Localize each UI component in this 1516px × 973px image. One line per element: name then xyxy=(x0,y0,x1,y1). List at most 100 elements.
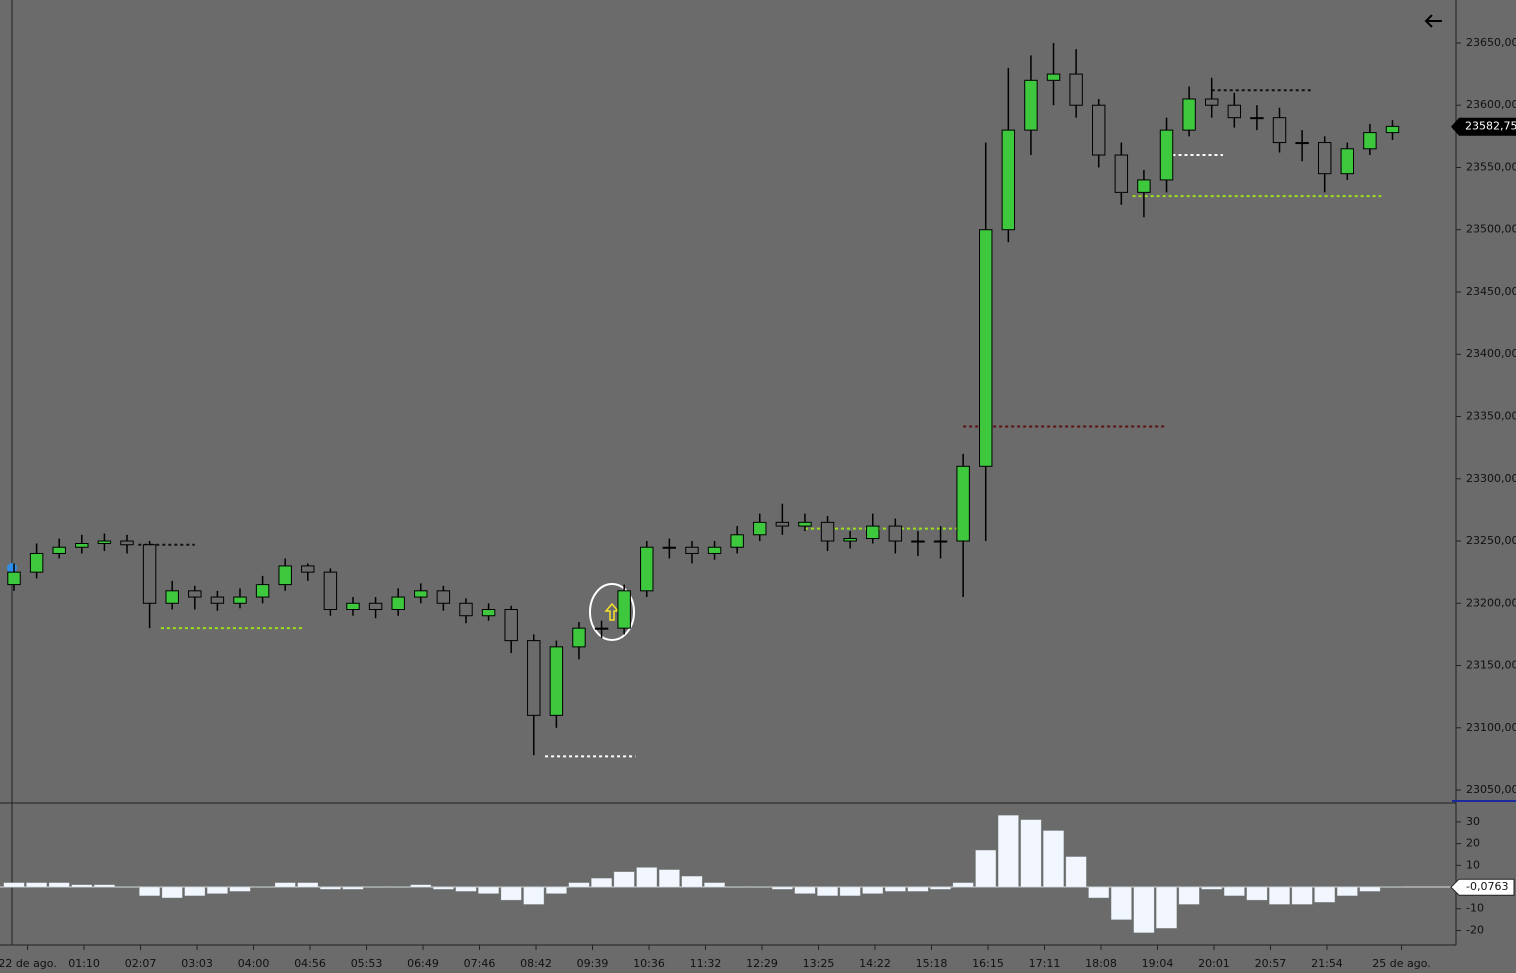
candle-body xyxy=(1024,79,1038,131)
candle-body xyxy=(866,525,880,540)
x-tick-label: 01:10 xyxy=(68,957,100,970)
histogram-bar xyxy=(1269,886,1290,905)
x-tick-label: 05:53 xyxy=(351,957,383,970)
y-tick-label: 23150,00 xyxy=(1466,659,1516,672)
histogram-bar xyxy=(613,871,635,888)
x-tick-label: 20:01 xyxy=(1198,957,1230,970)
histogram-bar xyxy=(1382,886,1403,888)
candle-body xyxy=(210,596,225,604)
histogram-bar xyxy=(1088,886,1110,899)
candle-body xyxy=(1204,98,1219,106)
candle-body xyxy=(142,544,157,604)
candle-body xyxy=(504,609,518,642)
candle-body xyxy=(1046,73,1061,81)
histogram-bar xyxy=(274,882,296,888)
histogram-bar xyxy=(636,867,658,888)
candle-body xyxy=(1227,104,1242,119)
histogram-bar xyxy=(862,886,884,894)
histogram-bar xyxy=(161,886,183,899)
candle-body xyxy=(255,584,270,598)
candle-body xyxy=(1182,98,1196,131)
candle-body xyxy=(1250,117,1264,120)
price-tag xyxy=(1451,117,1516,136)
histogram-bar xyxy=(3,882,25,888)
candle-body xyxy=(617,590,631,629)
y-tick-label: 30 xyxy=(1466,815,1480,828)
candle-body xyxy=(368,602,383,611)
x-tick-label: 16:15 xyxy=(972,957,1004,970)
y-tick-label: 10 xyxy=(1466,858,1480,871)
histogram-bar xyxy=(229,886,251,892)
histogram-bar xyxy=(1133,886,1155,933)
x-tick-label: 20:57 xyxy=(1255,957,1287,970)
histogram-bar xyxy=(1020,819,1042,888)
candle-body xyxy=(29,552,44,573)
candle-body xyxy=(820,521,835,542)
marker-dot xyxy=(7,563,17,573)
x-tick-label: 09:39 xyxy=(577,957,609,970)
histogram-bar xyxy=(320,886,341,890)
candle-body xyxy=(120,540,134,546)
y-tick-label: 23200,00 xyxy=(1466,596,1516,609)
histogram-bar xyxy=(1178,886,1200,905)
y-tick-label: 23550,00 xyxy=(1466,160,1516,173)
x-tick-label: 13:25 xyxy=(803,957,835,970)
y-tick-label: -10 xyxy=(1466,902,1484,915)
histogram-bar xyxy=(455,886,477,892)
candle-body xyxy=(481,609,496,617)
histogram-bar xyxy=(885,886,906,892)
candle-body xyxy=(436,590,451,604)
x-tick-label: 04:00 xyxy=(238,957,270,970)
histogram-bar xyxy=(591,878,612,888)
histogram-bar xyxy=(1291,886,1313,905)
back-arrow[interactable] xyxy=(1424,14,1442,28)
candle-body xyxy=(1092,104,1106,156)
indicator-tag-label: -0,0763 xyxy=(1466,880,1508,893)
y-tick-label: 23600,00 xyxy=(1466,98,1516,111)
histogram-bar xyxy=(500,886,522,901)
candle-body xyxy=(594,627,609,630)
histogram-bar xyxy=(546,886,567,894)
x-tick-label: 03:03 xyxy=(181,957,213,970)
y-tick-label: 23500,00 xyxy=(1466,223,1516,236)
histogram-bar xyxy=(659,869,680,888)
histogram-bar xyxy=(139,886,160,896)
candle-body xyxy=(1159,129,1174,181)
candle-body xyxy=(549,646,564,716)
candle-body xyxy=(911,540,925,543)
histogram-bar xyxy=(1201,886,1223,890)
histogram-bar xyxy=(116,886,138,888)
y-tick-label: 23450,00 xyxy=(1466,285,1516,298)
x-tick-label: 14:22 xyxy=(859,957,891,970)
histogram-bar xyxy=(252,886,273,888)
candle-body xyxy=(1114,154,1129,193)
candle-body xyxy=(888,525,903,542)
x-tick-label: 18:08 xyxy=(1085,957,1117,970)
histogram-bar xyxy=(94,884,115,888)
candle-body xyxy=(843,538,857,542)
histogram-bar xyxy=(952,882,974,888)
histogram-bar xyxy=(523,886,545,905)
candle-body xyxy=(1317,142,1332,175)
candle-body xyxy=(346,602,360,611)
histogram-bar xyxy=(1246,886,1268,901)
candle-body xyxy=(933,540,948,543)
signal-arrow xyxy=(604,602,620,621)
candle-body xyxy=(979,229,993,467)
candle-body xyxy=(572,627,586,648)
y-tick-label: 23400,00 xyxy=(1466,347,1516,360)
histogram-bar xyxy=(26,882,47,888)
candle-body xyxy=(1001,129,1016,231)
candle-body xyxy=(685,546,699,554)
histogram-bar xyxy=(1065,856,1087,888)
histogram-bar xyxy=(930,886,951,890)
candle-body xyxy=(278,565,292,586)
price-tag-label: 23582,75 xyxy=(1465,120,1516,133)
histogram-bar xyxy=(207,886,228,894)
x-tick-label: 11:32 xyxy=(690,957,722,970)
candle-body xyxy=(1272,117,1287,144)
histogram-bar xyxy=(297,882,319,888)
histogram-bar xyxy=(568,882,590,888)
